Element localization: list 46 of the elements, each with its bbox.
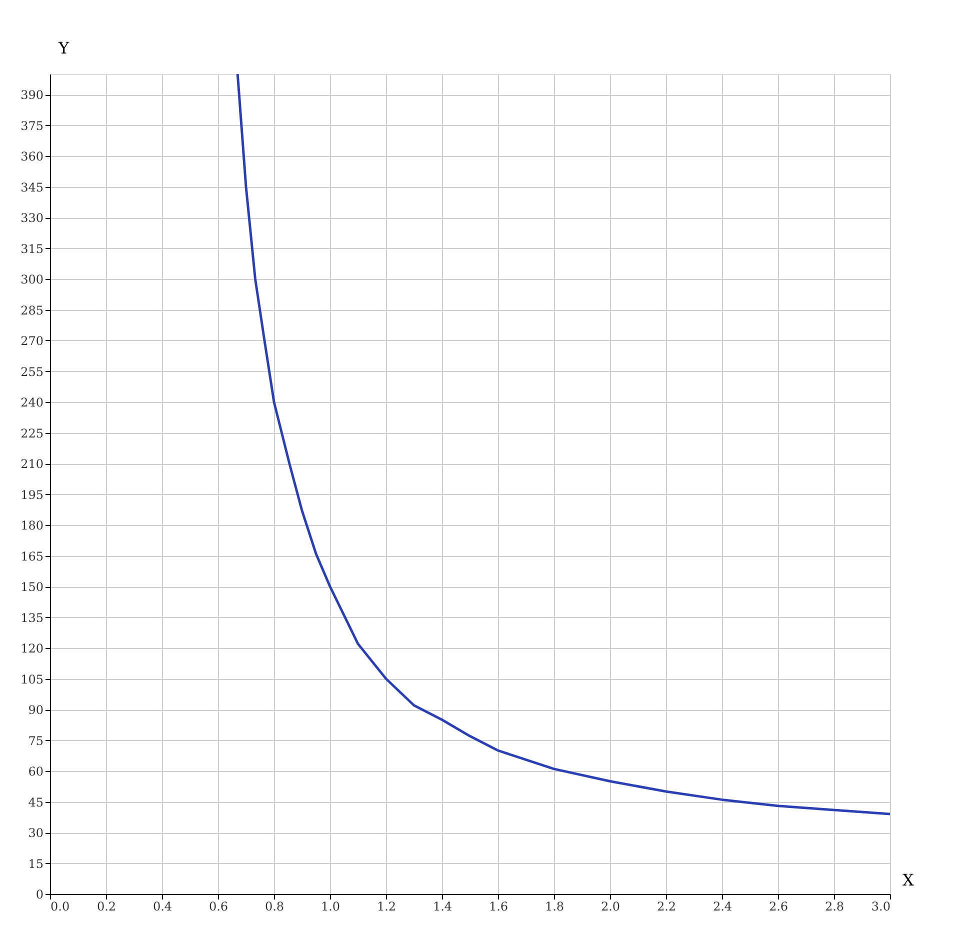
y-tick-label: 345 bbox=[20, 180, 44, 194]
y-tick-label: 210 bbox=[20, 457, 44, 471]
line-series bbox=[236, 74, 890, 816]
x-tick-label: 0.0 bbox=[50, 900, 70, 914]
x-tick-label: 1.6 bbox=[488, 900, 508, 914]
x-tick-label: 2.2 bbox=[656, 900, 676, 914]
x-tick-label: 0.4 bbox=[152, 900, 172, 914]
y-tick-label: 180 bbox=[20, 518, 44, 532]
y-tick-label: 135 bbox=[20, 610, 44, 625]
y-tick-label: 120 bbox=[20, 642, 44, 656]
y-tick-label: 75 bbox=[28, 734, 44, 748]
y-tick-label: 255 bbox=[20, 364, 44, 379]
y-tick-label: 90 bbox=[28, 703, 44, 717]
x-tick-label: 2.4 bbox=[712, 900, 732, 914]
y-tick-label: 360 bbox=[20, 150, 44, 164]
y-tick-label: 330 bbox=[20, 211, 44, 225]
y-tick-label: 60 bbox=[28, 764, 44, 778]
y-tick-label: 240 bbox=[20, 396, 44, 410]
y-tick-label: 150 bbox=[20, 580, 44, 594]
y-tick-label: 195 bbox=[20, 488, 44, 502]
x-tick-label: 0.6 bbox=[208, 900, 228, 914]
x-tick-label: 1.2 bbox=[376, 900, 396, 914]
x-tick-label: 1.0 bbox=[320, 900, 340, 914]
x-axis-title: X bbox=[902, 870, 914, 890]
y-tick-label: 315 bbox=[20, 242, 44, 256]
y-tick-label: 225 bbox=[20, 426, 44, 440]
x-tick-label: 2.0 bbox=[600, 900, 620, 914]
y-tick-label: 45 bbox=[28, 795, 44, 810]
x-tick-label: 0.8 bbox=[264, 900, 284, 914]
x-tick-label: 3.0 bbox=[871, 900, 890, 914]
x-tick-label: 1.8 bbox=[544, 900, 564, 914]
y-tick-label: 15 bbox=[28, 856, 44, 871]
y-tick-label: 165 bbox=[20, 549, 44, 564]
x-tick-label: 2.8 bbox=[824, 900, 844, 914]
y-tick-label: 0 bbox=[36, 888, 44, 902]
x-tick-label: 2.6 bbox=[768, 900, 788, 914]
x-tick-label: 0.2 bbox=[96, 900, 116, 914]
y-tick-label: 270 bbox=[20, 334, 44, 348]
y-axis-title: Y bbox=[58, 38, 70, 58]
y-tick-label: 300 bbox=[20, 272, 44, 286]
y-tick-label: 285 bbox=[20, 303, 44, 318]
y-tick-label: 30 bbox=[28, 826, 44, 840]
y-tick-label: 390 bbox=[20, 88, 44, 102]
x-tick-label: 1.4 bbox=[432, 900, 452, 914]
y-tick-label: 105 bbox=[20, 672, 44, 686]
y-tick-label: 375 bbox=[20, 118, 44, 133]
